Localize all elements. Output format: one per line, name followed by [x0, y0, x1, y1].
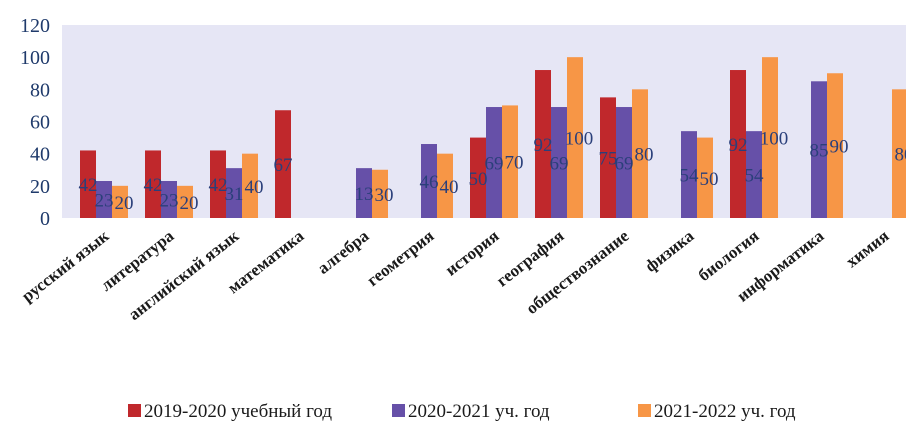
data-label: 23: [160, 191, 179, 212]
bar: [145, 150, 161, 218]
data-label: 40: [440, 177, 459, 198]
data-label: 54: [680, 166, 700, 187]
x-tick-label: химия: [842, 226, 892, 271]
data-label: 20: [180, 193, 199, 214]
bar: [372, 169, 388, 218]
bar: [535, 70, 551, 219]
bar: [730, 70, 746, 219]
data-label: 80: [895, 145, 906, 166]
bar: [421, 144, 437, 218]
x-tick-label: история: [442, 226, 503, 279]
data-label: 20: [115, 193, 134, 214]
y-tick-label: 120: [20, 15, 50, 37]
y-tick-label: 0: [40, 208, 50, 230]
bar: [616, 107, 632, 218]
y-tick-label: 20: [30, 176, 50, 198]
data-label: 100: [565, 129, 594, 150]
data-label: 13: [355, 184, 374, 205]
bar: [502, 105, 518, 218]
bar: [486, 107, 502, 218]
bar: [161, 181, 177, 218]
legend: 2019-2020 учебный год 2020-2021 уч. год 20…: [128, 401, 796, 422]
bar: [551, 107, 567, 218]
bar: [356, 168, 372, 218]
data-label: 42: [209, 175, 228, 196]
legend-swatch: [392, 404, 405, 417]
data-label: 85: [810, 141, 829, 162]
bar: [827, 73, 843, 218]
bar: [681, 131, 697, 218]
y-tick-label: 80: [30, 79, 50, 101]
bar: [470, 137, 486, 218]
bar: [746, 131, 762, 218]
bar: [600, 97, 616, 218]
bar: [762, 57, 778, 218]
data-label: 90: [830, 137, 849, 158]
bar: [96, 181, 112, 218]
x-tick-label: геометрия: [363, 226, 437, 290]
data-label: 69: [550, 154, 569, 175]
data-label: 92: [729, 135, 748, 156]
x-tick-label: физика: [641, 226, 697, 276]
y-tick-label: 100: [20, 47, 50, 69]
y-tick-label: 60: [30, 112, 50, 134]
bar: [275, 110, 291, 218]
legend-entry: 2020-2021 уч. год: [408, 401, 550, 422]
legend-entry: 2019-2020 учебный год: [144, 401, 332, 422]
bar: [892, 89, 906, 218]
data-label: 92: [534, 135, 553, 156]
legend-swatch: [128, 404, 141, 417]
data-label: 100: [760, 129, 789, 150]
bar: [632, 89, 648, 218]
x-tick-label: английский язык: [125, 226, 243, 324]
data-label: 80: [635, 145, 654, 166]
data-label: 69: [615, 154, 634, 175]
bar: [437, 153, 453, 218]
x-tick-label: алгебра: [314, 226, 373, 278]
data-label: 42: [79, 175, 98, 196]
bar: [697, 137, 713, 218]
bar: [210, 150, 226, 218]
bar: [112, 185, 128, 218]
data-label: 42: [144, 175, 163, 196]
data-label: 50: [700, 169, 719, 190]
legend-entry: 2021-2022 уч. год: [654, 401, 796, 422]
data-label: 69: [485, 154, 504, 175]
bar: [80, 150, 96, 218]
bar: [242, 153, 258, 218]
y-tick-label: 40: [30, 144, 50, 166]
bar: [177, 185, 193, 218]
bars: [80, 57, 906, 219]
data-label: 70: [505, 153, 524, 174]
y-axis: 0 20 40 60 80 100 120: [20, 15, 50, 230]
data-label: 67: [274, 155, 293, 176]
data-label: 23: [95, 191, 114, 212]
data-label: 30: [375, 185, 394, 206]
bar: [567, 57, 583, 218]
x-tick-label: русский язык: [18, 226, 113, 306]
data-label: 50: [469, 169, 488, 190]
legend-swatch: [638, 404, 651, 417]
data-label: 46: [420, 172, 439, 193]
data-label: 75: [599, 149, 618, 170]
data-label: 40: [245, 177, 264, 198]
bar: [811, 81, 827, 219]
bar: [226, 168, 242, 218]
data-label: 31: [225, 184, 244, 205]
data-label: 54: [745, 166, 765, 187]
